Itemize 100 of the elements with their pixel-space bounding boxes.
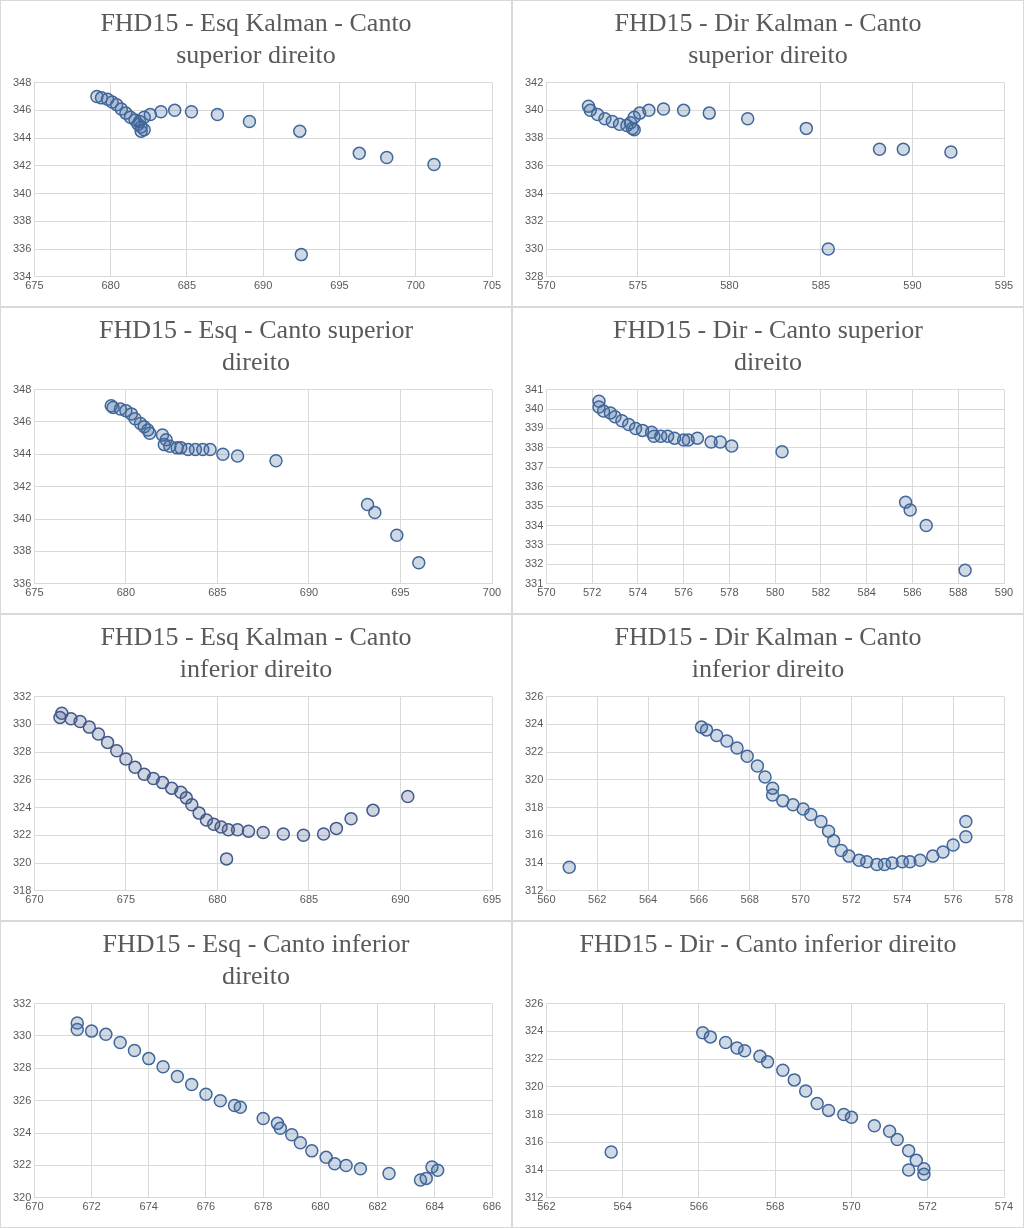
x-tick-label: 576 [674, 586, 693, 599]
x-tick-label: 574 [994, 1200, 1014, 1213]
point [213, 1093, 228, 1108]
x-tick-label: 680 [311, 1200, 330, 1213]
chart-title: FHD15 - Dir Kalman - Canto superior direito [613, 7, 923, 71]
y-tick-label: 312 [524, 883, 544, 896]
point [142, 426, 157, 441]
x-tick-label: 685 [299, 893, 319, 906]
point [959, 829, 973, 844]
x-tick-label: 582 [811, 586, 831, 599]
y-tick-label: 324 [12, 1126, 32, 1139]
point [776, 1063, 790, 1077]
y-tick-label: 326 [524, 689, 544, 702]
point [919, 518, 933, 533]
x-tick-label: 574 [893, 893, 912, 906]
x-tick-label: 686 [482, 1200, 502, 1213]
point [368, 505, 382, 520]
y-tick-label: 316 [524, 828, 544, 841]
y-tick-label: 322 [524, 1052, 544, 1065]
point [293, 1136, 308, 1150]
point [382, 1166, 396, 1181]
y-tick-label: 326 [524, 996, 544, 1009]
y-tick-label: 342 [524, 75, 544, 88]
x-tick-label: 578 [994, 893, 1014, 906]
y-tick-label: 326 [12, 1093, 32, 1106]
point [113, 1035, 127, 1050]
point [203, 442, 217, 457]
y-tick-label: 318 [524, 800, 544, 813]
point [344, 811, 358, 826]
point [642, 103, 656, 118]
point [720, 734, 734, 748]
point [604, 1145, 618, 1159]
y-tick-label: 326 [12, 772, 32, 785]
point [562, 860, 576, 874]
x-tick-label: 685 [208, 586, 227, 599]
point [316, 827, 331, 841]
point [882, 1124, 897, 1138]
y-tick-label: 336 [524, 479, 544, 492]
point [814, 814, 828, 829]
point [890, 1132, 904, 1147]
y-tick-label: 344 [12, 131, 32, 144]
point [419, 1171, 433, 1186]
point [233, 1100, 248, 1114]
y-tick-label: 332 [12, 689, 32, 702]
chart-title: FHD15 - Esq - Canto superior direito [97, 314, 415, 378]
point [230, 449, 245, 463]
chart-title: FHD15 - Esq Kalman - Canto inferior direito [99, 621, 413, 685]
chart-title: FHD15 - Dir - Canto superior direito [612, 314, 924, 378]
point [154, 104, 168, 119]
point [241, 824, 256, 838]
point [901, 1143, 916, 1158]
chart-title: FHD15 - Esq - Canto inferior direito [101, 928, 411, 992]
x-tick-label: 680 [116, 586, 136, 599]
x-tick-label: 560 [537, 893, 556, 906]
y-tick-label: 324 [12, 800, 32, 813]
y-tick-label: 316 [524, 1135, 544, 1148]
point [740, 111, 755, 126]
x-tick-label: 674 [139, 1200, 158, 1213]
point [269, 454, 283, 468]
point [703, 1030, 718, 1044]
point [366, 803, 380, 818]
x-tick-label: 570 [537, 279, 556, 292]
y-tick-label: 340 [12, 512, 32, 525]
x-tick-label: 700 [406, 279, 425, 292]
y-tick-label: 342 [12, 158, 32, 171]
point [353, 1161, 368, 1176]
x-tick-label: 676 [196, 1200, 216, 1213]
x-tick-label: 670 [25, 1200, 44, 1213]
point [219, 852, 234, 866]
y-tick-label: 330 [524, 242, 544, 255]
point [713, 435, 728, 449]
point [656, 102, 671, 116]
y-tick-label: 322 [12, 828, 32, 841]
point [758, 770, 772, 784]
x-tick-label: 695 [391, 586, 410, 599]
x-tick-label: 590 [994, 586, 1014, 599]
y-tick-label: 332 [524, 557, 544, 570]
point [379, 150, 394, 165]
point [293, 124, 307, 138]
x-tick-label: 675 [25, 586, 44, 599]
x-tick-label: 700 [482, 586, 502, 599]
point [128, 760, 142, 775]
x-tick-label: 670 [25, 893, 44, 906]
point [936, 845, 950, 859]
x-tick-label: 572 [918, 1200, 937, 1213]
y-tick-label: 348 [12, 75, 32, 88]
point [100, 735, 115, 750]
y-tick-label: 336 [12, 576, 32, 589]
x-tick-label: 680 [208, 893, 227, 906]
point [676, 103, 691, 118]
x-tick-label: 570 [791, 893, 810, 906]
point [216, 447, 230, 462]
point [821, 1103, 836, 1118]
y-tick-label: 324 [524, 1024, 544, 1037]
point [810, 1096, 824, 1111]
point [913, 853, 927, 868]
chart-title: FHD15 - Dir Kalman - Canto inferior direito [613, 621, 923, 685]
x-tick-label: 588 [949, 586, 968, 599]
point [99, 1027, 113, 1042]
x-tick-label: 695 [482, 893, 502, 906]
